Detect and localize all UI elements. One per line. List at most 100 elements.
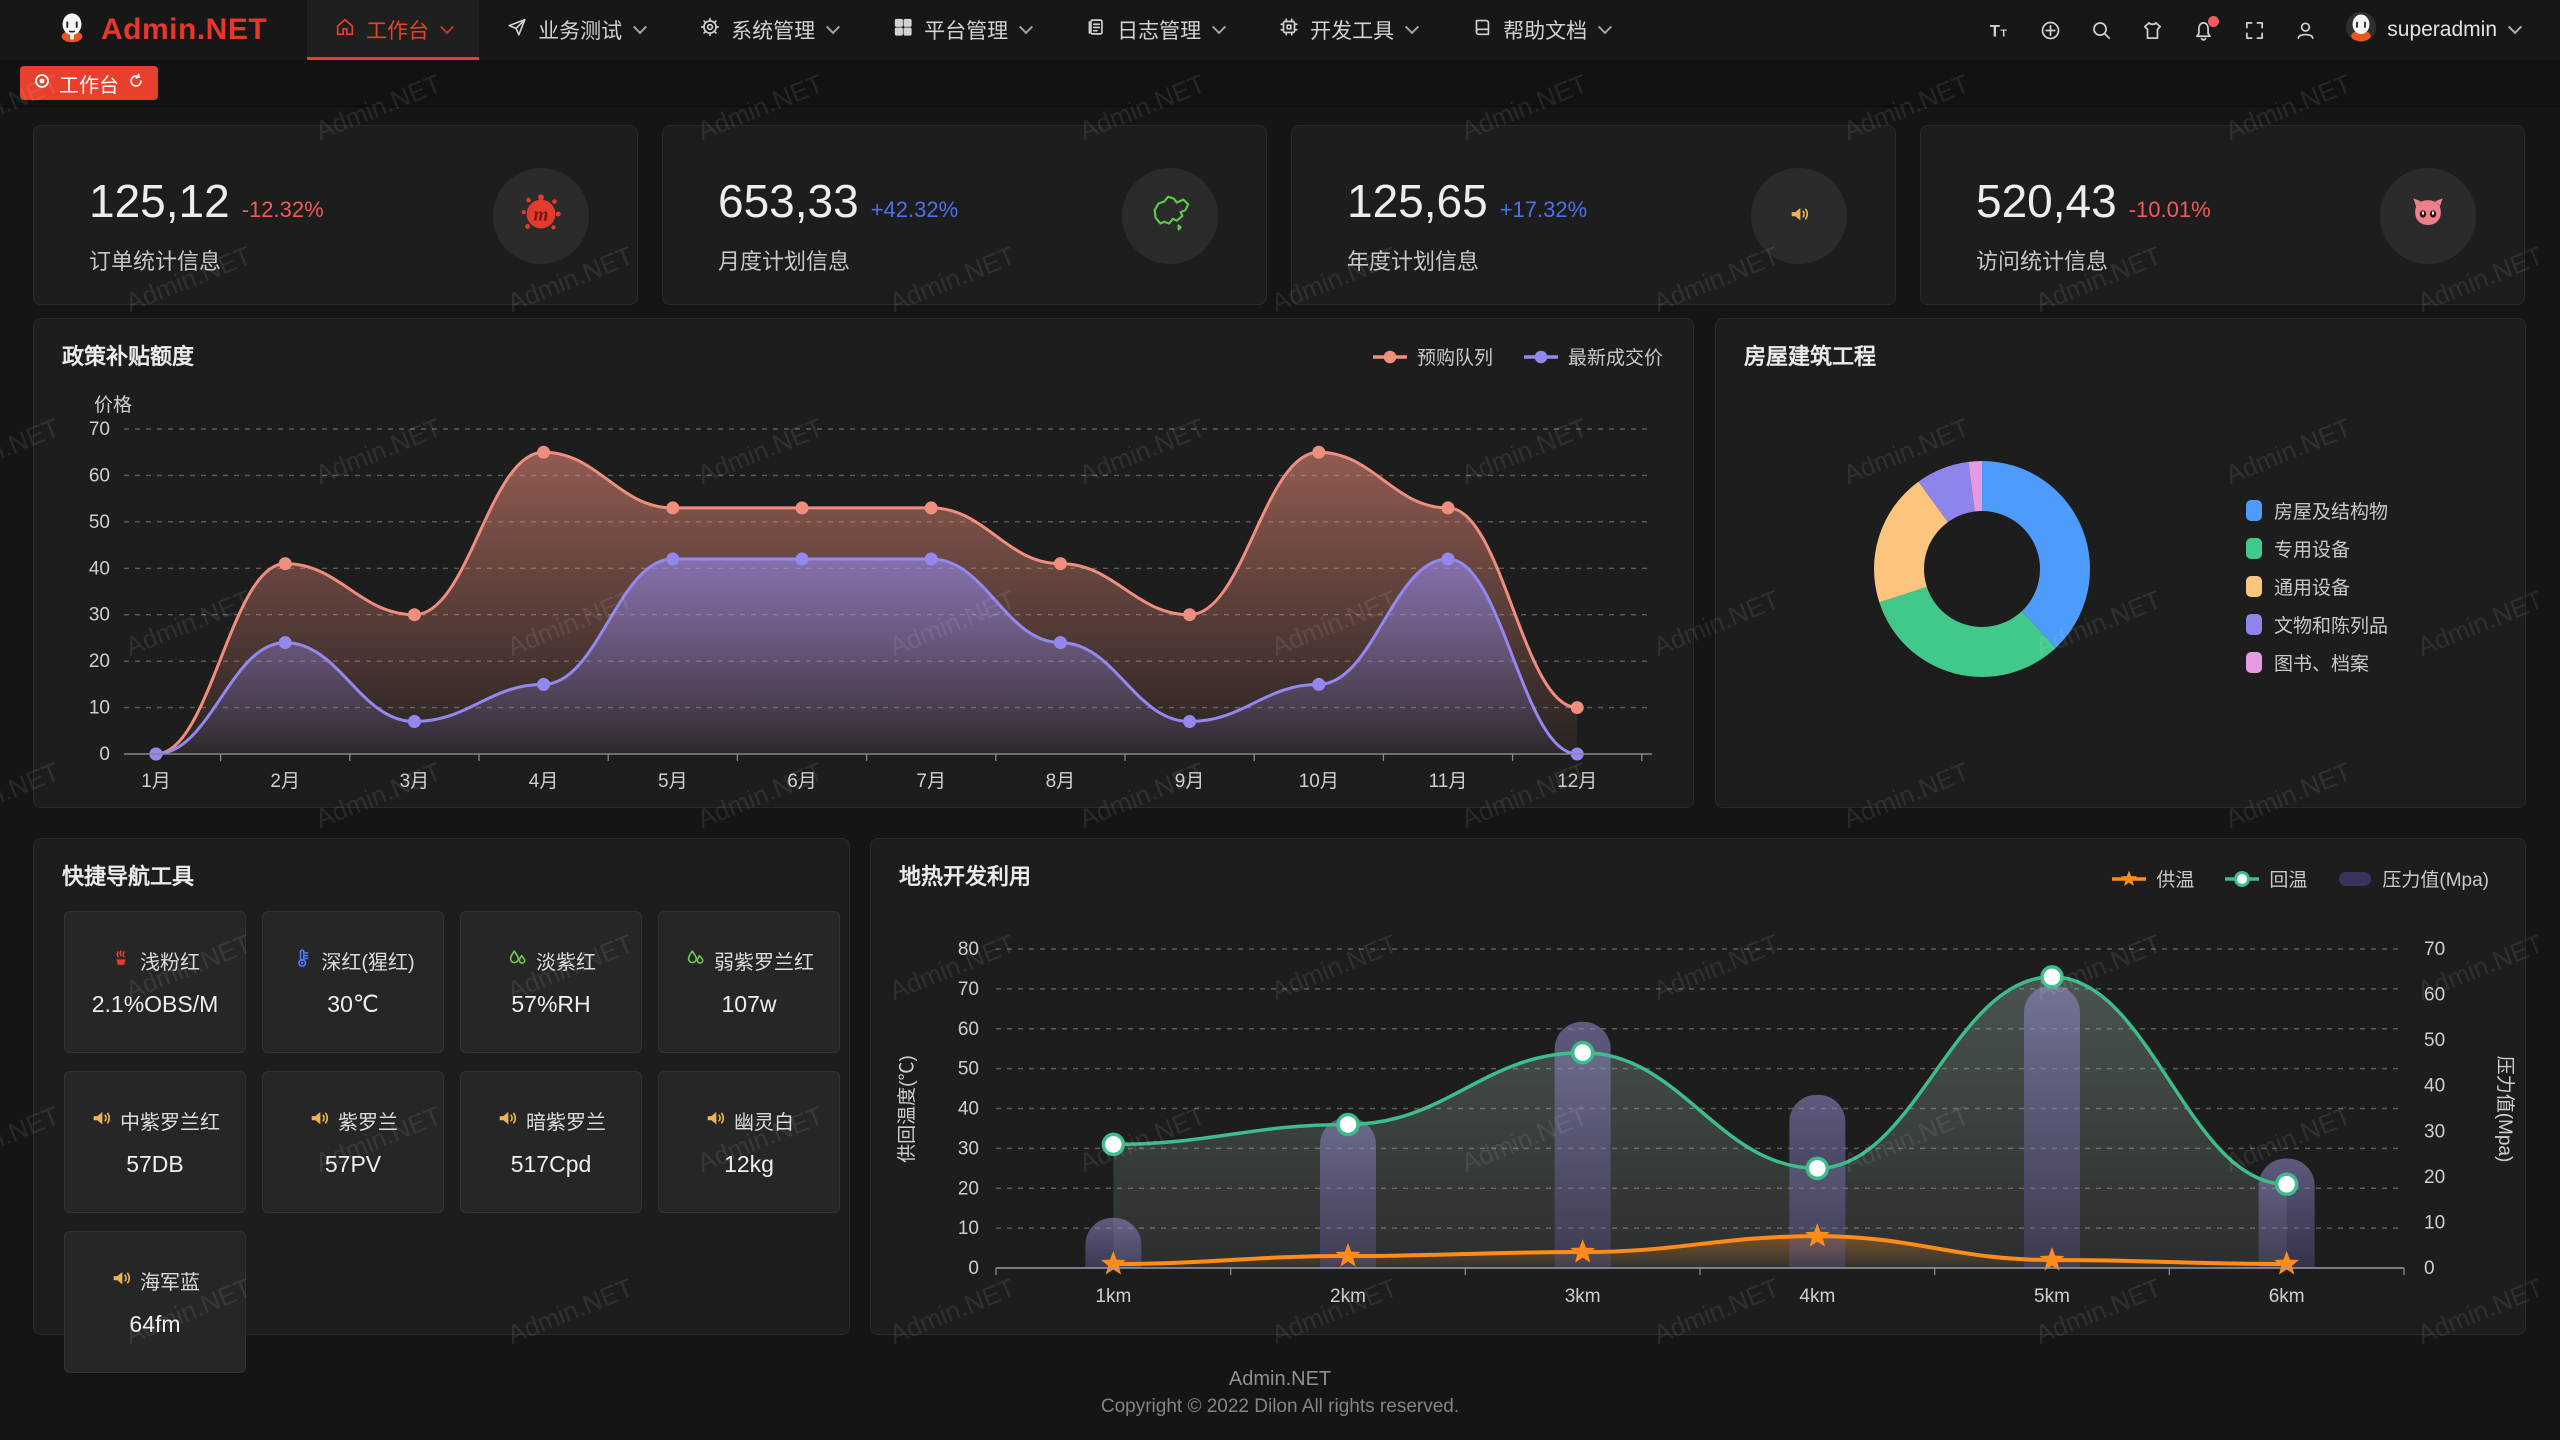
quick-nav-item-header: 深红(猩红) xyxy=(291,946,415,975)
stat-delta: +17.32% xyxy=(1499,197,1588,222)
quick-nav-item-name: 暗紫罗兰 xyxy=(526,1112,606,1134)
quick-nav-item-name: 中紫罗兰红 xyxy=(120,1112,220,1134)
stat-label: 月度计划信息 xyxy=(718,249,851,274)
quick-nav-item-value: 57PV xyxy=(324,1151,382,1177)
legend-item-2[interactable]: 最新成交价 xyxy=(1523,343,1663,370)
quick-nav-item-9[interactable]: 海军蓝 64fm xyxy=(64,1231,246,1373)
quick-nav-item-6[interactable]: 紫罗兰 57PV xyxy=(262,1071,444,1213)
svg-text:10: 10 xyxy=(958,1218,979,1239)
svg-text:20: 20 xyxy=(89,651,110,672)
quick-nav-item-value: 64fm xyxy=(129,1311,181,1337)
svg-text:60: 60 xyxy=(958,1019,979,1040)
quick-nav-item-4[interactable]: 弱紫罗兰红 107w xyxy=(658,911,840,1053)
nav-item-1[interactable]: 工作台 xyxy=(307,0,480,60)
stat-number-row: 520,43 -10.01% xyxy=(1976,174,2211,228)
geothermal-chart-card: 地热开发利用 供温 回温 压力值(Mpa) 0 10 20 30 40 50 60 70 80 0 10… xyxy=(870,838,2526,1335)
nav-item-2[interactable]: 业务测试 xyxy=(479,0,672,60)
nav-item-7[interactable]: 帮助文档 xyxy=(1444,0,1637,60)
log-icon xyxy=(1085,16,1107,44)
quick-nav-item-header: 弱紫罗兰红 xyxy=(684,946,814,975)
legend-item-1[interactable]: 房屋及结构物 xyxy=(2246,497,2388,524)
app-logo[interactable]: Admin.NET xyxy=(0,0,307,60)
stat-icon-circle xyxy=(1751,168,1847,264)
legend-item-4[interactable]: 文物和陈列品 xyxy=(2246,611,2388,638)
stat-delta: -10.01% xyxy=(2128,197,2211,222)
nav-item-6[interactable]: 开发工具 xyxy=(1251,0,1444,60)
stat-value: 520,43 xyxy=(1976,175,2117,227)
svg-text:70: 70 xyxy=(89,419,110,440)
quick-nav-item-1[interactable]: 浅粉红 2.1%OBS/M xyxy=(64,911,246,1053)
chevron-down-icon xyxy=(2507,20,2523,35)
nav-item-label: 平台管理 xyxy=(924,20,1009,43)
nav-item-4[interactable]: 平台管理 xyxy=(865,0,1058,60)
language-icon[interactable] xyxy=(2039,19,2062,42)
legend-item-3[interactable]: 压力值(Mpa) xyxy=(2337,865,2489,892)
theme-icon[interactable] xyxy=(2141,19,2164,42)
svg-text:11月: 11月 xyxy=(1429,771,1468,792)
svg-text:60: 60 xyxy=(2424,985,2445,1006)
stat-value: 653,33 xyxy=(718,175,859,227)
dot-circle-icon xyxy=(34,72,50,95)
quick-nav-item-8[interactable]: 幽灵白 12kg xyxy=(658,1071,840,1213)
svg-text:5月: 5月 xyxy=(658,771,688,792)
quick-nav-item-3[interactable]: 淡紫红 57%RH xyxy=(460,911,642,1053)
legend-item-1[interactable]: 预购队列 xyxy=(1372,343,1493,370)
speaker-icon xyxy=(110,1267,132,1295)
svg-text:20: 20 xyxy=(958,1178,979,1199)
subsidy-chart-card: 政策补贴额度 预购队列 最新成交价 价格 0 10 20 30 40 50 60 70 1月 2月 3月… xyxy=(33,318,1694,808)
chevron-down-icon xyxy=(1405,20,1420,35)
tab-workbench[interactable]: 工作台 xyxy=(20,66,158,100)
humidity-icon xyxy=(684,947,706,975)
quick-nav-grid: 浅粉红 2.1%OBS/M 深红(猩红) 30℃ 淡紫红 57%RH 弱紫罗兰红 107w 中紫… xyxy=(64,911,840,1373)
legend-item-3[interactable]: 通用设备 xyxy=(2246,573,2388,600)
svg-text:4km: 4km xyxy=(1799,1286,1835,1307)
nav-item-5[interactable]: 日志管理 xyxy=(1058,0,1251,60)
profile-icon[interactable] xyxy=(2294,19,2317,42)
quick-nav-item-name: 幽灵白 xyxy=(734,1112,794,1134)
user-menu[interactable]: superadmin xyxy=(2345,11,2523,49)
svg-text:30: 30 xyxy=(89,605,110,626)
main-nav: 工作台 业务测试 系统管理 平台管理 日志管理 开发工具 帮助文档 xyxy=(307,0,1637,60)
stat-card-3: 125,65 +17.32% 年度计划信息 xyxy=(1291,125,1896,305)
svg-text:40: 40 xyxy=(958,1099,979,1120)
quick-nav-item-name: 淡紫红 xyxy=(536,952,596,974)
quick-nav-item-value: 57%RH xyxy=(511,991,591,1017)
chevron-down-icon xyxy=(1598,20,1613,35)
stat-value: 125,65 xyxy=(1347,175,1488,227)
quick-nav-item-value: 2.1%OBS/M xyxy=(91,991,219,1017)
nav-item-3[interactable]: 系统管理 xyxy=(672,0,865,60)
quick-nav-item-name: 深红(猩红) xyxy=(321,952,415,974)
svg-text:6月: 6月 xyxy=(787,771,817,792)
refresh-icon[interactable] xyxy=(128,72,144,95)
legend-item-2[interactable]: 专用设备 xyxy=(2246,535,2388,562)
quick-nav-item-7[interactable]: 暗紫罗兰 517Cpd xyxy=(460,1071,642,1213)
svg-text:T: T xyxy=(2001,27,2008,39)
quick-nav-item-2[interactable]: 深红(猩红) 30℃ xyxy=(262,911,444,1053)
nav-item-label: 帮助文档 xyxy=(1503,20,1588,43)
username: superadmin xyxy=(2387,18,2497,41)
quick-nav-item-5[interactable]: 中紫罗兰红 57DB xyxy=(64,1071,246,1213)
svg-text:7月: 7月 xyxy=(916,771,946,792)
svg-text:5km: 5km xyxy=(2034,1286,2070,1307)
quick-nav-card: 快捷导航工具 浅粉红 2.1%OBS/M 深红(猩红) 30℃ 淡紫红 57%RH 弱紫罗兰… xyxy=(33,838,850,1373)
svg-text:2月: 2月 xyxy=(270,771,300,792)
search-icon[interactable] xyxy=(2090,19,2113,42)
svg-text:3km: 3km xyxy=(1565,1286,1601,1307)
quick-nav-item-value: 517Cpd xyxy=(510,1151,592,1177)
stat-label: 订单统计信息 xyxy=(89,249,222,274)
svg-text:20: 20 xyxy=(2424,1167,2445,1188)
bell-icon[interactable] xyxy=(2192,15,2220,42)
svg-text:40: 40 xyxy=(89,558,110,579)
chevron-down-icon xyxy=(826,20,841,35)
legend-item-5[interactable]: 图书、档案 xyxy=(2246,649,2388,676)
fullscreen-icon[interactable] xyxy=(2243,19,2266,42)
chevron-down-icon xyxy=(1212,20,1227,35)
legend-item-1[interactable]: 供温 xyxy=(2111,865,2194,892)
legend-item-2[interactable]: 回温 xyxy=(2224,865,2307,892)
svg-text:1km: 1km xyxy=(1095,1286,1131,1307)
svg-text:T: T xyxy=(1990,22,2000,40)
grid-icon xyxy=(892,16,914,44)
